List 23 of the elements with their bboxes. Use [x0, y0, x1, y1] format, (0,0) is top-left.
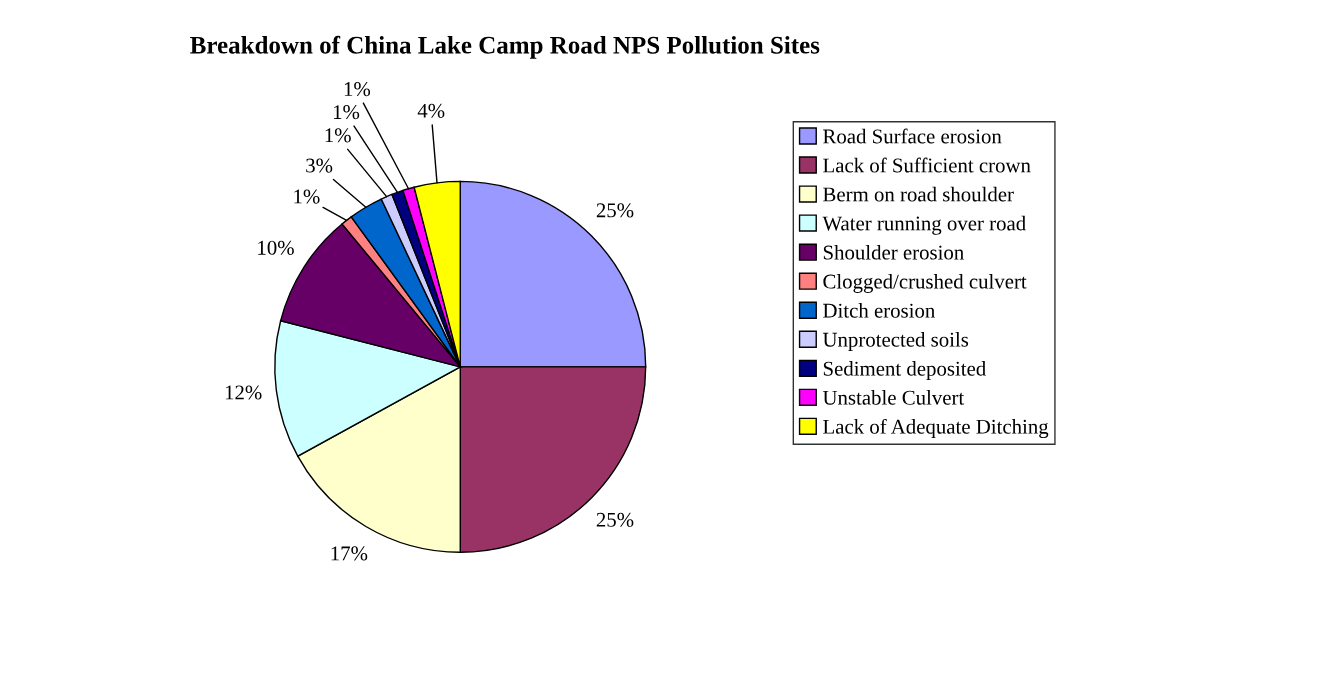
data-label: 25%	[596, 512, 634, 527]
legend-label: Berm on road shoulder	[823, 186, 1014, 202]
data-label: 25%	[596, 203, 634, 218]
legend-label: Clogged/crushed culvert	[823, 273, 1027, 293]
data-label: 12%	[225, 385, 262, 400]
data-label: 1%	[325, 128, 351, 143]
legend-label: Unprotected soils	[822, 332, 969, 351]
legend-label: Ditch erosion	[823, 303, 935, 318]
legend-label: Water running over road	[822, 215, 1026, 235]
data-label: 1%	[344, 82, 371, 97]
chart-title: Breakdown of China Lake Camp Road NPS Pollution Sites	[190, 35, 820, 59]
data-label: 10%	[258, 240, 294, 255]
legend-label: Unstable Culvert	[822, 390, 965, 405]
data-label: 3%	[306, 158, 333, 173]
data-label: 4%	[417, 103, 445, 118]
legend-label: Sediment deposited	[823, 361, 986, 380]
legend-label: Shoulder erosion	[823, 244, 964, 260]
legend-label: Lack of Adequate Ditching	[823, 418, 1049, 439]
data-label: 1%	[333, 105, 360, 120]
legend-label: Lack of Sufficient crown	[823, 157, 1031, 173]
data-label: 17%	[331, 546, 368, 561]
legend-label: Road Surface erosion	[823, 128, 1002, 144]
data-label: 1%	[294, 189, 320, 204]
